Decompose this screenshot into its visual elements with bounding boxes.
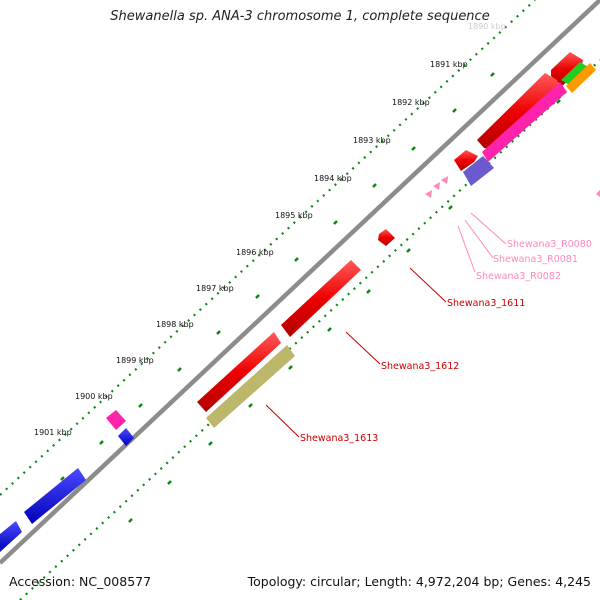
feature-cluster-bottom	[0, 468, 86, 552]
gene-arrow-magenta[interactable]	[482, 82, 567, 162]
outer-tick-marks	[60, 72, 495, 481]
leader-1613	[265, 404, 300, 438]
feature-labels: Shewana3_R0080 Shewana3_R0081 Shewana3_R…	[300, 239, 592, 444]
gene-arrow-blue-1[interactable]	[24, 468, 86, 524]
gene-shewana3-1612[interactable]	[197, 332, 281, 412]
scale-label-1891: 1891 kbp	[430, 60, 468, 69]
inner-tick-marks	[128, 99, 561, 523]
map-title: Shewanella sp. ANA-3 chromosome 1, compl…	[110, 9, 490, 24]
leader-1612	[345, 331, 381, 365]
gene-arrow-red-3[interactable]	[454, 150, 478, 171]
chromosome-backbone	[0, 0, 600, 565]
gene-arrow-red-2[interactable]	[477, 73, 561, 150]
trna-marker-2[interactable]	[433, 182, 440, 190]
trna-marker-1[interactable]	[425, 190, 432, 198]
gene-arrow-blue-2[interactable]	[0, 521, 22, 552]
label-shewana3-r0081[interactable]: Shewana3_R0081	[493, 254, 578, 265]
scale-labels: 1890 kbp 1891 kbp 1892 kbp 1893 kbp 1894…	[34, 22, 506, 437]
label-shewana3-1611[interactable]: Shewana3_1611	[447, 298, 525, 309]
trna-marker-3[interactable]	[441, 176, 448, 184]
scale-label-1895: 1895 kbp	[275, 211, 313, 220]
scale-label-1894: 1894 kbp	[314, 174, 352, 183]
feature-cluster-middle	[106, 229, 395, 446]
label-leaders	[265, 212, 507, 438]
leader-r0080	[470, 212, 507, 245]
scale-label-1892: 1892 kbp	[392, 98, 430, 107]
label-shewana3-1613[interactable]: Shewana3_1613	[300, 433, 378, 444]
gene-arrow-orange[interactable]	[566, 63, 596, 93]
gene-arrow-small-red[interactable]	[378, 229, 395, 246]
gene-arrow-red-1[interactable]	[551, 52, 583, 86]
outer-tick-ring	[0, 0, 536, 496]
gene-arrow-green[interactable]	[561, 62, 590, 86]
scale-label-1899: 1899 kbp	[116, 356, 154, 365]
leader-r0081	[464, 219, 494, 259]
label-shewana3-1612[interactable]: Shewana3_1612	[381, 361, 459, 372]
feature-cluster-top	[425, 52, 600, 198]
accession-text: Accession: NC_008577	[9, 574, 152, 589]
genome-stats-text: Topology: circular; Length: 4,972,204 bp…	[247, 574, 591, 589]
scale-label-1893: 1893 kbp	[353, 136, 391, 145]
inner-tick-ring	[19, 59, 600, 600]
scale-label-1890: 1890 kbp	[468, 22, 506, 31]
leader-1611	[409, 267, 447, 303]
scale-label-1900: 1900 kbp	[75, 392, 113, 401]
scale-label-1901: 1901 kbp	[34, 428, 72, 437]
gene-arrow-pink-small[interactable]	[106, 410, 126, 430]
leader-r0082	[457, 225, 476, 273]
gene-arrow-blue-small[interactable]	[118, 428, 134, 446]
scale-label-1896: 1896 kbp	[236, 248, 274, 257]
trna-marker-4[interactable]	[596, 190, 600, 197]
scale-label-1898: 1898 kbp	[156, 320, 194, 329]
scale-label-1897: 1897 kbp	[196, 284, 234, 293]
gene-arrow-purple[interactable]	[463, 156, 494, 186]
label-shewana3-r0082[interactable]: Shewana3_R0082	[476, 271, 561, 282]
gene-shewana3-1613[interactable]	[206, 345, 295, 428]
gene-shewana3-1611[interactable]	[281, 260, 361, 337]
label-shewana3-r0080[interactable]: Shewana3_R0080	[507, 239, 592, 250]
